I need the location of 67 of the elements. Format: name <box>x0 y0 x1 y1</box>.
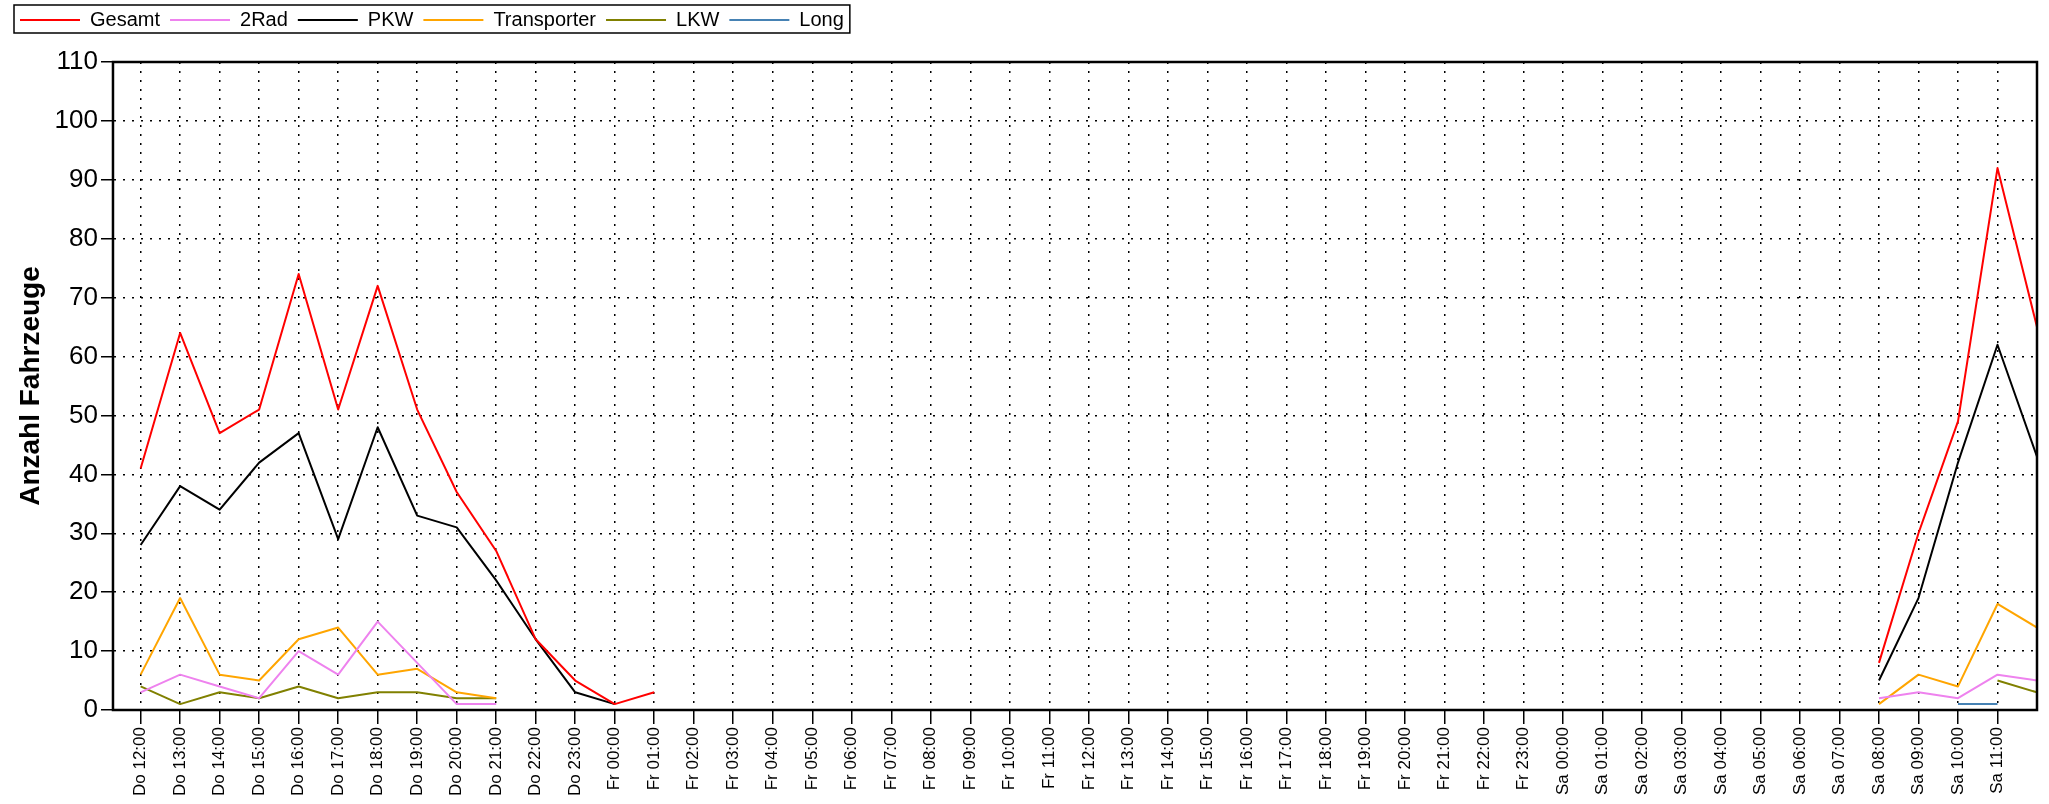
x-tick-label: Fr 15:00 <box>1197 727 1217 791</box>
x-tick-label: Sa 00:00 <box>1552 727 1572 796</box>
x-tick-label: Sa 10:00 <box>1947 727 1967 796</box>
x-tick-label: Sa 06:00 <box>1789 727 1809 796</box>
x-tick-label: Fr 18:00 <box>1315 727 1335 791</box>
x-tick-label: Fr 17:00 <box>1276 727 1296 791</box>
x-tick-label: Fr 09:00 <box>959 727 979 791</box>
x-tick-label: Do 15:00 <box>248 727 268 796</box>
x-tick-label: Do 23:00 <box>564 727 584 796</box>
y-tick-label: 10 <box>69 634 98 665</box>
x-tick-label: Fr 20:00 <box>1394 727 1414 791</box>
x-tick-label: Sa 03:00 <box>1671 727 1691 796</box>
x-tick-label: Sa 07:00 <box>1829 727 1849 796</box>
x-tick-label: Sa 11:00 <box>1987 727 2007 794</box>
legend-label: 2Rad <box>240 7 288 30</box>
x-tick-label: Fr 12:00 <box>1078 727 1098 791</box>
x-tick-label: Do 14:00 <box>209 727 229 796</box>
x-tick-label: Do 22:00 <box>525 727 545 796</box>
x-tick-label: Sa 09:00 <box>1908 727 1928 796</box>
x-tick-label: Sa 05:00 <box>1750 727 1770 796</box>
y-tick-label: 60 <box>69 339 98 370</box>
x-tick-label: Do 20:00 <box>446 727 466 796</box>
x-tick-label: Fr 13:00 <box>1118 727 1138 791</box>
x-tick-label: Fr 10:00 <box>999 727 1019 791</box>
x-tick-label: Fr 02:00 <box>683 727 703 791</box>
x-tick-label: Sa 08:00 <box>1868 727 1888 796</box>
legend-label: Long <box>799 7 844 30</box>
legend-label: LKW <box>676 7 720 30</box>
y-tick-label: 90 <box>69 162 98 193</box>
y-tick-label: 30 <box>69 516 98 547</box>
x-tick-label: Sa 01:00 <box>1592 727 1612 796</box>
y-tick-label: 80 <box>69 221 98 252</box>
x-tick-label: Do 19:00 <box>406 727 426 796</box>
x-tick-label: Sa 04:00 <box>1710 727 1730 796</box>
y-tick-label: 0 <box>83 693 98 724</box>
x-tick-label: Do 13:00 <box>169 727 189 796</box>
y-tick-label: 50 <box>69 398 98 429</box>
x-tick-label: Fr 01:00 <box>643 727 663 791</box>
legend-label: PKW <box>367 7 414 30</box>
x-tick-label: Fr 05:00 <box>801 727 821 791</box>
x-tick-label: Do 21:00 <box>485 727 505 796</box>
y-tick-label: 70 <box>69 280 98 311</box>
x-tick-label: Fr 04:00 <box>762 727 782 791</box>
x-tick-label: Do 12:00 <box>130 727 150 796</box>
x-tick-label: Fr 19:00 <box>1355 727 1375 791</box>
x-tick-label: Do 18:00 <box>367 727 387 796</box>
x-tick-label: Fr 07:00 <box>880 727 900 791</box>
x-tick-label: Fr 03:00 <box>722 727 742 791</box>
x-tick-label: Fr 23:00 <box>1513 727 1533 791</box>
x-tick-label: Fr 21:00 <box>1434 727 1454 791</box>
x-tick-label: Fr 06:00 <box>841 727 861 791</box>
y-axis-title: Anzahl Fahrzeuge <box>13 266 45 506</box>
legend-label: Gesamt <box>90 7 161 30</box>
y-tick-label: 20 <box>69 575 98 606</box>
y-tick-label: 110 <box>56 45 98 76</box>
legend-label: Transporter <box>493 7 597 30</box>
x-tick-label: Do 17:00 <box>327 727 347 796</box>
x-tick-label: Sa 02:00 <box>1631 727 1651 796</box>
x-tick-label: Fr 16:00 <box>1236 727 1256 791</box>
y-tick-label: 100 <box>54 104 98 135</box>
x-tick-label: Fr 11:00 <box>1039 727 1058 790</box>
y-tick-label: 40 <box>69 457 98 488</box>
x-tick-label: Fr 14:00 <box>1157 727 1177 791</box>
x-tick-label: Fr 00:00 <box>604 727 624 791</box>
x-tick-label: Do 16:00 <box>288 727 308 796</box>
x-tick-label: Fr 22:00 <box>1473 727 1493 791</box>
x-tick-label: Fr 08:00 <box>920 727 940 791</box>
